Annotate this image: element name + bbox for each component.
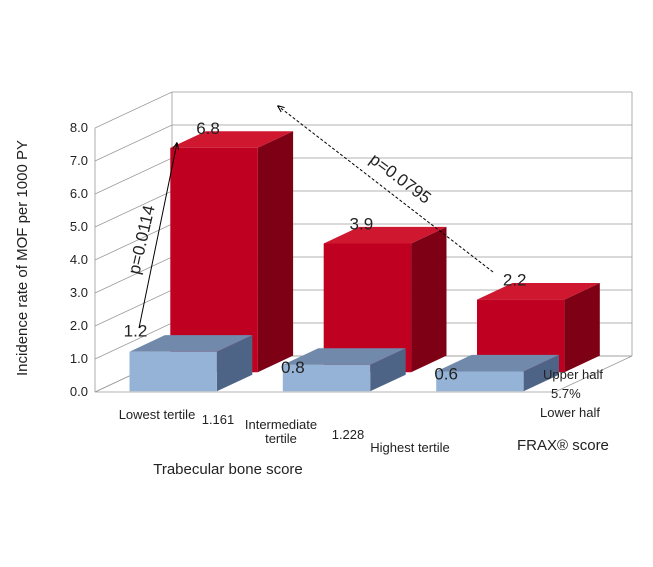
bar-side xyxy=(411,226,447,373)
bar xyxy=(282,348,406,392)
data-label: 1.2 xyxy=(124,322,148,341)
gridline xyxy=(94,91,632,129)
data-label: 0.8 xyxy=(281,358,305,377)
x-category-label: Lowest tertile xyxy=(119,407,196,422)
bar-top xyxy=(170,131,294,148)
bar-top xyxy=(477,283,600,300)
x-cutpoint-label: 1.228 xyxy=(332,427,365,442)
bar-top xyxy=(129,335,253,352)
y-axis-title: Incidence rate of MOF per 1000 PY xyxy=(14,140,31,376)
x-axis-categories: Lowest tertile Intermediate tertile Highest… xyxy=(119,367,604,455)
bar-front xyxy=(477,299,565,373)
bar xyxy=(477,283,600,373)
data-label: 6.8 xyxy=(196,119,220,138)
x-category-label: Intermediate tertile xyxy=(245,417,317,446)
y-tick-label: 0.0 xyxy=(70,384,88,399)
bar-top xyxy=(436,354,559,372)
depth-cutpoint-label: 5.7% xyxy=(551,386,581,401)
data-label: 0.6 xyxy=(434,364,458,383)
bar-side xyxy=(564,283,600,373)
y-tick-label: 1.0 xyxy=(70,351,88,366)
bar xyxy=(129,335,253,392)
bar-top xyxy=(323,226,447,244)
bar-front xyxy=(436,371,524,392)
bar-side xyxy=(216,335,253,392)
p-arrow-solid xyxy=(138,143,177,329)
data-label: 2.2 xyxy=(503,271,527,290)
bar-front xyxy=(170,147,258,373)
bar-side xyxy=(523,354,559,392)
bar-front xyxy=(282,364,371,392)
p-arrow-dashed xyxy=(278,106,494,273)
bar-side xyxy=(370,348,406,392)
y-tick-label: 4.0 xyxy=(70,252,88,267)
y-tick-label: 7.0 xyxy=(70,153,88,168)
bar xyxy=(170,131,294,373)
x-category-label: Highest tertile xyxy=(370,440,449,455)
y-tick-label: 8.0 xyxy=(70,120,88,135)
y-tick-label: 3.0 xyxy=(70,285,88,300)
z-axis-title: FRAX® score xyxy=(517,437,609,454)
bar-front xyxy=(323,243,412,373)
bars xyxy=(129,131,600,392)
y-axis-ticks: 0.0 1.0 2.0 3.0 4.0 5.0 6.0 7.0 8.0 xyxy=(70,120,88,399)
data-label: 3.9 xyxy=(350,215,374,234)
bar-front xyxy=(129,351,217,392)
x-axis-title: Trabecular bone score xyxy=(153,461,303,478)
bar-top xyxy=(282,348,406,365)
data-labels: 6.8 3.9 2.2 1.2 0.8 0.6 xyxy=(124,119,527,384)
x-cutpoint-label: 1.161 xyxy=(202,412,235,427)
y-tick-label: 2.0 xyxy=(70,318,88,333)
y-tick-label: 5.0 xyxy=(70,219,88,234)
y-tick-label: 6.0 xyxy=(70,186,88,201)
depth-category-label: Upper half xyxy=(543,367,603,382)
bar xyxy=(436,354,559,392)
depth-category-label: Lower half xyxy=(540,405,600,420)
bar xyxy=(323,226,447,373)
bar-side xyxy=(257,131,294,373)
